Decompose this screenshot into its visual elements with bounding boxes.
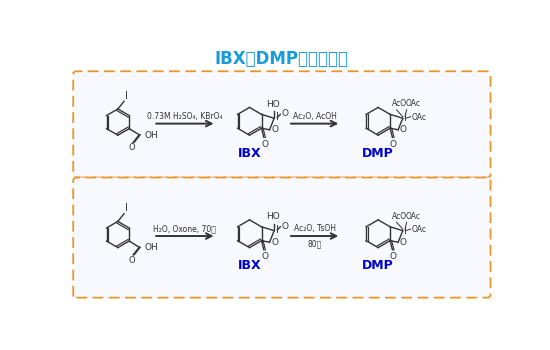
Text: I: I bbox=[125, 203, 128, 213]
Text: H₂O, Oxone, 70度: H₂O, Oxone, 70度 bbox=[153, 224, 216, 233]
Text: 80度: 80度 bbox=[307, 239, 322, 248]
Text: HO: HO bbox=[266, 212, 279, 222]
Text: AcO: AcO bbox=[392, 99, 407, 108]
Text: Ac₂O, AcOH: Ac₂O, AcOH bbox=[293, 112, 337, 120]
Text: OAc: OAc bbox=[406, 99, 421, 108]
FancyBboxPatch shape bbox=[73, 71, 491, 177]
Text: O: O bbox=[261, 252, 268, 261]
Text: OAc: OAc bbox=[412, 225, 427, 234]
Text: I: I bbox=[125, 91, 128, 100]
Text: O: O bbox=[400, 238, 406, 247]
Text: I: I bbox=[404, 113, 407, 123]
Text: O: O bbox=[400, 125, 406, 134]
Text: O: O bbox=[282, 222, 289, 231]
Text: IBX和DMP的合成方法: IBX和DMP的合成方法 bbox=[215, 50, 349, 68]
Text: O: O bbox=[390, 140, 397, 149]
Text: HO: HO bbox=[266, 100, 279, 109]
Text: O: O bbox=[271, 125, 278, 134]
Text: OH: OH bbox=[145, 131, 158, 140]
Text: O: O bbox=[129, 256, 136, 265]
Text: DMP: DMP bbox=[362, 259, 394, 272]
Text: O: O bbox=[271, 238, 278, 247]
Text: OAc: OAc bbox=[412, 113, 427, 122]
Text: IBX: IBX bbox=[238, 147, 261, 160]
Text: O: O bbox=[390, 252, 397, 261]
Text: OAc: OAc bbox=[406, 212, 421, 220]
Text: O: O bbox=[282, 109, 289, 118]
Text: I: I bbox=[404, 226, 407, 236]
Text: I: I bbox=[276, 112, 279, 122]
Text: 0.73M H₂SO₄, KBrO₄: 0.73M H₂SO₄, KBrO₄ bbox=[147, 112, 223, 120]
FancyBboxPatch shape bbox=[73, 177, 491, 298]
Text: IBX: IBX bbox=[238, 259, 261, 272]
Text: O: O bbox=[261, 140, 268, 149]
Text: DMP: DMP bbox=[362, 147, 394, 160]
Text: Ac₂O, TsOH: Ac₂O, TsOH bbox=[294, 224, 335, 233]
Text: I: I bbox=[276, 225, 279, 235]
Text: OH: OH bbox=[145, 244, 158, 252]
Text: O: O bbox=[129, 143, 136, 152]
Text: AcO: AcO bbox=[392, 212, 407, 220]
